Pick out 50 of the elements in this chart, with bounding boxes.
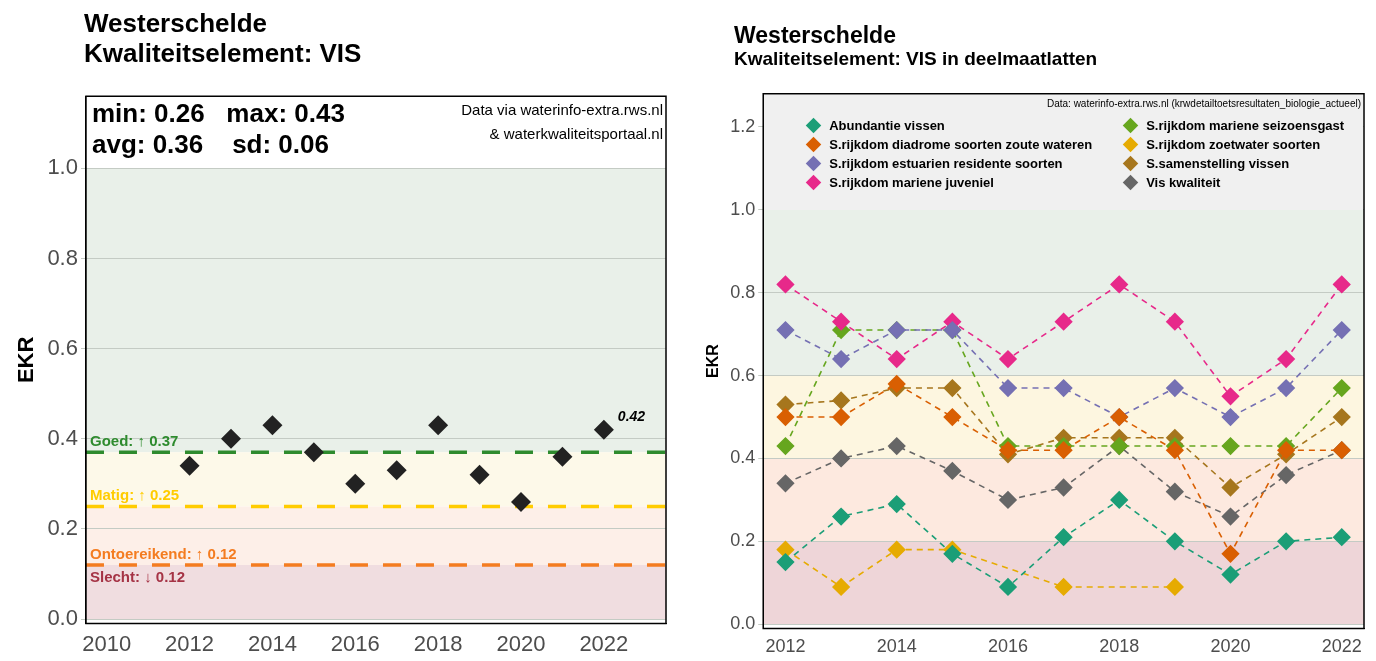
y-tick-label: 0.8	[730, 281, 756, 302]
x-tick-label: 2022	[579, 630, 629, 656]
annotation: avg: 0.36 sd: 0.06	[91, 128, 329, 160]
x-tick-label: 2018	[1099, 636, 1140, 657]
x-tick-label: 2020	[496, 630, 546, 656]
y-tick-label: 0.4	[730, 447, 756, 468]
x-tick-label: 2014	[247, 630, 297, 656]
x-tick-label: 2014	[876, 636, 917, 657]
x-tick-label: 2012	[765, 636, 806, 657]
x-tick-label: 2016	[987, 636, 1029, 657]
ref-line-label: Matig: ↑ 0.25	[89, 486, 180, 504]
x-tick-label: 2020	[1210, 636, 1251, 657]
x-tick-label: 2022	[1321, 636, 1362, 657]
y-tick-label: 1.2	[730, 115, 756, 136]
legend-label: S.rijkdom mariene seizoensgast	[1146, 117, 1345, 133]
chart-title: Westerschelde	[84, 8, 268, 39]
y-tick-label: 1.0	[47, 154, 78, 180]
annotation: & waterkwaliteitsportaal.nl	[489, 124, 663, 145]
chart-title: Westerschelde	[734, 22, 896, 49]
y-tick-label: 0.2	[47, 515, 78, 540]
legend-label: S.rijkdom zoetwater soorten	[1146, 136, 1321, 152]
chart-subtitle: Kwaliteitselement: VIS in deelmaatlatten	[734, 48, 1098, 71]
chart-subtitle: Kwaliteitselement: VIS	[84, 37, 362, 69]
ref-line-label: Ontoereikend: ↑ 0.12	[89, 544, 237, 562]
y-axis-title: EKR	[704, 343, 722, 378]
x-tick-label: 2016	[330, 630, 380, 656]
annotation: Data via waterinfo-extra.rws.nl	[461, 100, 663, 121]
x-tick-label: 2018	[413, 630, 463, 656]
annotation: min: 0.26 max: 0.43	[91, 98, 345, 130]
y-tick-label: 0.6	[47, 334, 78, 360]
x-tick-label: 2012	[165, 630, 215, 656]
legend-label: S.rijkdom estuarien residente soorten	[829, 155, 1063, 171]
data-label: 0.42	[617, 407, 646, 424]
y-tick-label: 1.0	[730, 198, 756, 219]
legend-label: S.samenstelling vissen	[1146, 155, 1290, 171]
y-tick-label: 0.6	[730, 364, 756, 385]
y-tick-label: 0.2	[730, 530, 756, 551]
x-tick-label: 2010	[82, 630, 132, 656]
y-axis-title: EKR	[13, 336, 39, 384]
legend-label: Vis kwaliteit	[1146, 174, 1221, 190]
legend-label: S.rijkdom mariene juveniel	[829, 174, 994, 190]
y-tick-label: 0.0	[730, 613, 756, 634]
ref-line-label: Goed: ↑ 0.37	[89, 431, 179, 449]
y-tick-label: 0.4	[47, 424, 78, 450]
legend-label: S.rijkdom diadrome soorten zoute wateren	[829, 136, 1093, 152]
legend-label: Abundantie vissen	[829, 117, 945, 133]
y-tick-label: 0.0	[47, 605, 78, 631]
annotation: Data: waterinfo-extra.rws.nl (krwdetailtoetsresultaten_biologie_actueel)	[1046, 96, 1361, 111]
y-tick-label: 0.8	[47, 244, 78, 270]
band-label: Slecht: ↓ 0.12	[89, 567, 186, 585]
